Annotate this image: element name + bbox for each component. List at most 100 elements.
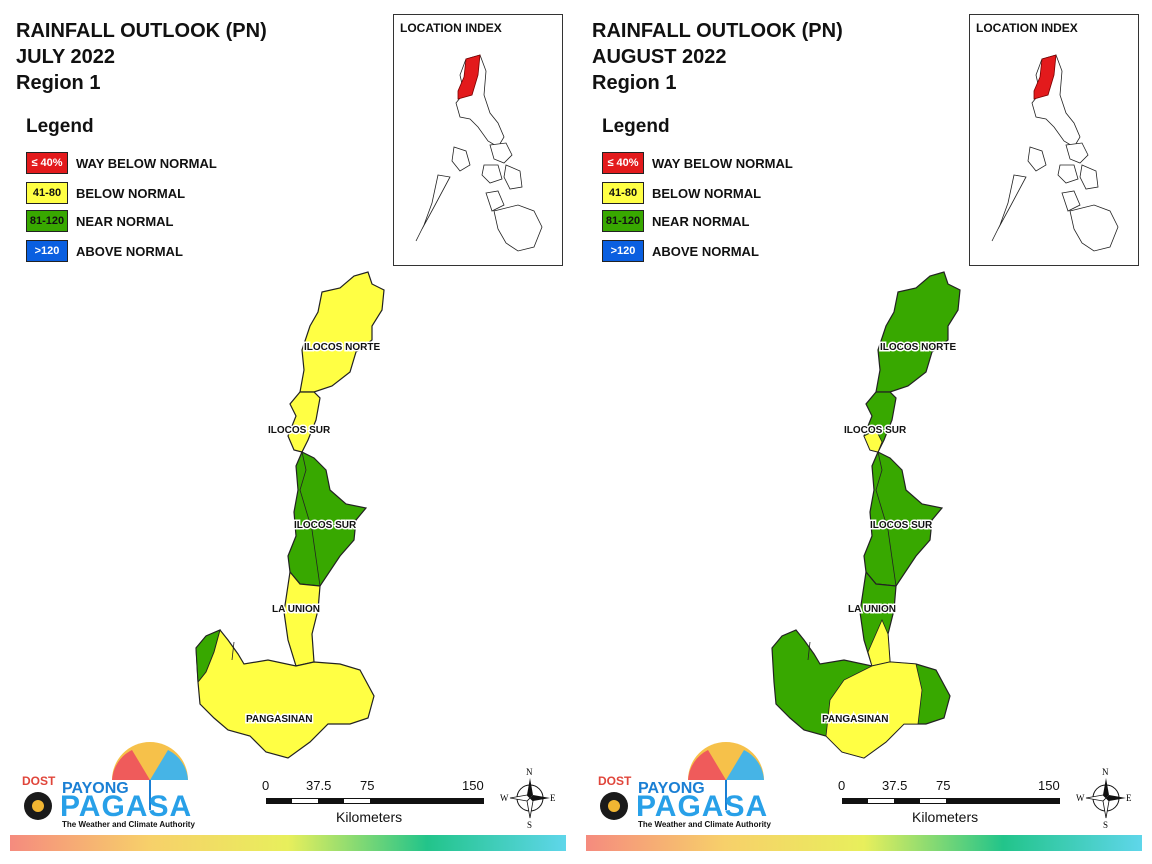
legend-item-below: 41-80 BELOW NORMAL — [26, 182, 276, 206]
philippines-outline-map — [991, 54, 1119, 252]
compass-n: N — [1102, 767, 1109, 777]
province-ilocos-sur-south — [863, 451, 944, 587]
legend-swatch-green: 81-120 — [602, 210, 644, 232]
color-gradient-bar — [10, 835, 566, 851]
legend-swatch-yellow: 41-80 — [26, 182, 68, 204]
legend-item-below: 41-80 BELOW NORMAL — [602, 182, 852, 206]
payong-pagasa-logo: DOST PAYONG PAGASA The Weather and Clima… — [16, 740, 216, 832]
province-ilocos-sur-yellow-patch — [863, 429, 883, 453]
logo-tagline: The Weather and Climate Authority — [62, 820, 195, 829]
compass-rose-icon: N S W E — [500, 767, 556, 830]
title-line-1: RAINFALL OUTLOOK (PN) — [592, 20, 843, 42]
title-line-2: AUGUST 2022 — [592, 46, 727, 68]
color-gradient-bar — [586, 835, 1142, 851]
province-pangasinan — [195, 629, 375, 759]
title-line-3: Region 1 — [592, 72, 677, 94]
logo-dost-text: DOST — [598, 774, 632, 788]
umbrella-logo-icon — [600, 742, 764, 820]
legend-label: WAY BELOW NORMAL — [652, 156, 793, 171]
logo-tagline: The Weather and Climate Authority — [638, 820, 771, 829]
scale-tick-3: 150 — [1038, 778, 1060, 793]
label-ilocos-sur-south: ILOCOS SUR — [870, 520, 933, 531]
map-title: RAINFALL OUTLOOK (PN) JULY 2022 Region 1 — [16, 18, 267, 96]
province-pangasinan-green-patch — [195, 629, 221, 684]
scale-bar — [842, 798, 1060, 804]
province-la-union — [283, 570, 321, 667]
legend-label: BELOW NORMAL — [652, 186, 762, 201]
scale-tick-1: 37.5 — [306, 778, 332, 793]
logo-payong-text: PAYONG — [638, 780, 705, 797]
legend-swatch-green: 81-120 — [26, 210, 68, 232]
compass-s: S — [527, 820, 532, 830]
legend-label: NEAR NORMAL — [652, 214, 750, 229]
province-ilocos-sur-south — [287, 451, 368, 587]
scale-tick-0: 0 — [838, 778, 846, 793]
province-ilocos-norte — [875, 271, 961, 393]
map-panel-july: RAINFALL OUTLOOK (PN) JULY 2022 Region 1… — [10, 14, 566, 851]
label-la-union: LA UNION — [848, 604, 896, 615]
title-line-3: Region 1 — [16, 72, 101, 94]
compass-e: E — [550, 793, 556, 803]
legend-swatch-red: ≤ 40% — [26, 152, 68, 174]
legend-item-way-below: ≤ 40% WAY BELOW NORMAL — [602, 152, 852, 176]
location-index-title: LOCATION INDEX — [400, 21, 502, 35]
location-index-inset: LOCATION INDEX — [393, 14, 563, 266]
location-index-title: LOCATION INDEX — [976, 21, 1078, 35]
compass-n: N — [526, 767, 533, 777]
map-title: RAINFALL OUTLOOK (PN) AUGUST 2022 Region… — [592, 18, 843, 96]
title-line-2: JULY 2022 — [16, 46, 115, 68]
scale-unit-label: Kilometers — [336, 809, 403, 825]
compass-w: W — [500, 793, 509, 803]
legend-item-above: >120 ABOVE NORMAL — [26, 240, 276, 264]
legend-swatch-yellow: 41-80 — [602, 182, 644, 204]
label-ilocos-sur-north: ILOCOS SUR — [268, 425, 331, 436]
umbrella-logo-icon — [24, 742, 188, 820]
legend-swatch-blue: >120 — [602, 240, 644, 262]
label-pangasinan: PANGASINAN — [246, 714, 312, 725]
scale-bar — [266, 798, 484, 804]
province-ilocos-sur-north — [287, 391, 321, 453]
legend-item-near: 81-120 NEAR NORMAL — [26, 210, 276, 234]
legend-title: Legend — [26, 116, 94, 137]
label-ilocos-sur-south: ILOCOS SUR — [294, 520, 357, 531]
logo-payong-text: PAYONG — [62, 780, 129, 797]
scale-tick-2: 75 — [360, 778, 375, 793]
payong-pagasa-logo: DOST PAYONG PAGASA The Weather and Clima… — [592, 740, 792, 832]
legend-item-way-below: ≤ 40% WAY BELOW NORMAL — [26, 152, 276, 176]
legend-label: BELOW NORMAL — [76, 186, 186, 201]
compass-e: E — [1126, 793, 1132, 803]
map-panel-august: RAINFALL OUTLOOK (PN) AUGUST 2022 Region… — [576, 0, 1152, 864]
compass-w: W — [1076, 793, 1085, 803]
label-pangasinan: PANGASINAN — [822, 714, 888, 725]
province-pangasinan-yellow-zone — [825, 661, 923, 759]
legend-title: Legend — [602, 116, 670, 137]
location-index-inset: LOCATION INDEX — [969, 14, 1139, 266]
legend-label: ABOVE NORMAL — [76, 244, 183, 259]
label-ilocos-norte: ILOCOS NORTE — [880, 342, 956, 353]
legend-swatch-red: ≤ 40% — [602, 152, 644, 174]
legend-swatch-blue: >120 — [26, 240, 68, 262]
label-ilocos-sur-north: ILOCOS SUR — [844, 425, 907, 436]
logo-dost-text: DOST — [22, 774, 56, 788]
scale-tick-1: 37.5 — [882, 778, 908, 793]
region-1-map: ILOCOS NORTE ILOCOS SUR ILOCOS SUR LA UN… — [771, 271, 1060, 804]
scale-tick-0: 0 — [262, 778, 270, 793]
legend-label: WAY BELOW NORMAL — [76, 156, 217, 171]
label-la-union: LA UNION — [272, 604, 320, 615]
logo-pagasa-text: PAGASA — [60, 790, 193, 823]
region-1-map: ILOCOS NORTE ILOCOS SUR ILOCOS SUR LA UN… — [195, 271, 484, 804]
scale-tick-2: 75 — [936, 778, 951, 793]
compass-rose-icon: N S W E — [1076, 767, 1132, 830]
legend-item-near: 81-120 NEAR NORMAL — [602, 210, 852, 234]
philippines-outline-map — [415, 54, 543, 252]
legend-label: ABOVE NORMAL — [652, 244, 759, 259]
legend-item-above: >120 ABOVE NORMAL — [602, 240, 852, 264]
compass-s: S — [1103, 820, 1108, 830]
province-ilocos-norte — [299, 271, 385, 393]
scale-unit-label: Kilometers — [912, 809, 979, 825]
label-ilocos-norte: ILOCOS NORTE — [304, 342, 380, 353]
legend-label: NEAR NORMAL — [76, 214, 174, 229]
scale-tick-3: 150 — [462, 778, 484, 793]
logo-pagasa-text: PAGASA — [636, 790, 769, 823]
title-line-1: RAINFALL OUTLOOK (PN) — [16, 20, 267, 42]
